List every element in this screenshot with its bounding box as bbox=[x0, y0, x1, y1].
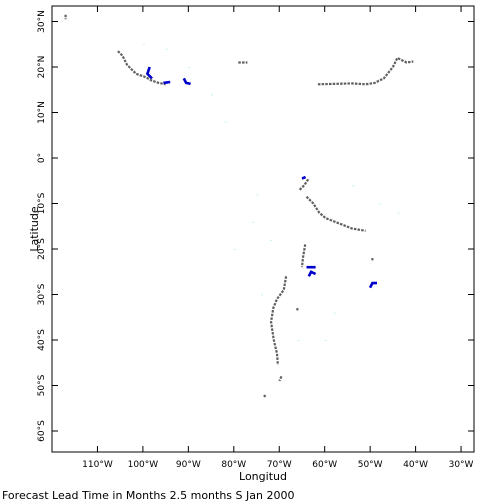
lon-tick-label: 60°W bbox=[312, 460, 337, 470]
faint-speck bbox=[142, 44, 145, 46]
faint-speck bbox=[233, 249, 236, 250]
lat-tick-label: 0° bbox=[37, 153, 47, 163]
lon-tick-label: 110°W bbox=[82, 460, 113, 470]
lat-tick-label: 30°S bbox=[37, 283, 47, 305]
faint-speck bbox=[297, 340, 300, 341]
faint-speck bbox=[324, 340, 327, 341]
lat-tick-label: 60°S bbox=[37, 420, 47, 442]
faint-speck bbox=[251, 221, 254, 223]
x-axis-title: Longitud bbox=[239, 470, 287, 483]
forecast-highlight-segment bbox=[301, 175, 307, 180]
lat-tick-label: 10°N bbox=[37, 101, 47, 124]
faint-speck bbox=[397, 212, 400, 214]
lat-tick-label: 30°N bbox=[37, 10, 47, 33]
latitude-ticks: 30°N 20°N 10°N 0° 10°S 20°S 30°S 40°S 50°S 60°S bbox=[37, 10, 474, 442]
faint-speck bbox=[351, 185, 354, 187]
lon-tick-label: 40°W bbox=[403, 460, 428, 470]
longitude-ticks: 110°W 100°W 90°W 80°W 70°W 60°W 50°W 40°W 30°W bbox=[82, 6, 474, 470]
coastline-segment bbox=[269, 276, 288, 366]
forecast-highlight-segment bbox=[182, 77, 191, 86]
forecast-caption: Forecast Lead Time in Months 2.5 months … bbox=[2, 489, 295, 502]
y-axis-title: Latitude bbox=[28, 206, 41, 252]
lon-tick-label: 50°W bbox=[358, 460, 383, 470]
lat-tick-label: 10°S bbox=[37, 192, 47, 214]
coastline-layer bbox=[64, 14, 414, 398]
lon-tick-label: 90°W bbox=[176, 460, 201, 470]
lon-tick-label: 100°W bbox=[128, 460, 159, 470]
forecast-highlight-segment bbox=[145, 66, 153, 80]
forecast-highlight-segment bbox=[163, 80, 171, 85]
faint-speck bbox=[261, 294, 264, 296]
faint-speck bbox=[379, 203, 382, 205]
faint-speck bbox=[224, 121, 227, 123]
coastline-segment bbox=[298, 177, 310, 191]
coastline-segment bbox=[117, 50, 166, 86]
lon-tick-label: 30°W bbox=[449, 460, 474, 470]
forecast-highlight-segment bbox=[368, 281, 377, 289]
faint-speck bbox=[270, 239, 273, 241]
forecast-highlight-layer bbox=[145, 66, 377, 289]
coastline-segment bbox=[317, 56, 414, 86]
coastline-segment bbox=[278, 375, 283, 382]
map-plot-frame bbox=[51, 5, 475, 453]
coastline-segment bbox=[300, 244, 307, 268]
faint-speck bbox=[165, 48, 168, 50]
faint-speck bbox=[211, 94, 214, 96]
lat-tick-label: 50°S bbox=[37, 374, 47, 396]
lon-tick-label: 70°W bbox=[267, 460, 292, 470]
faint-speck bbox=[188, 67, 191, 68]
lat-tick-label: 40°S bbox=[37, 329, 47, 351]
coastline-segment bbox=[305, 195, 366, 232]
lat-tick-label: 20°S bbox=[37, 238, 47, 260]
faint-speck bbox=[256, 194, 259, 196]
lon-tick-label: 80°W bbox=[221, 460, 246, 470]
forecast-highlight-segment bbox=[307, 270, 317, 277]
coastline-segment bbox=[262, 393, 267, 398]
faint-background-specks bbox=[142, 44, 400, 341]
lat-tick-label: 20°N bbox=[37, 56, 47, 79]
faint-speck bbox=[333, 312, 336, 314]
